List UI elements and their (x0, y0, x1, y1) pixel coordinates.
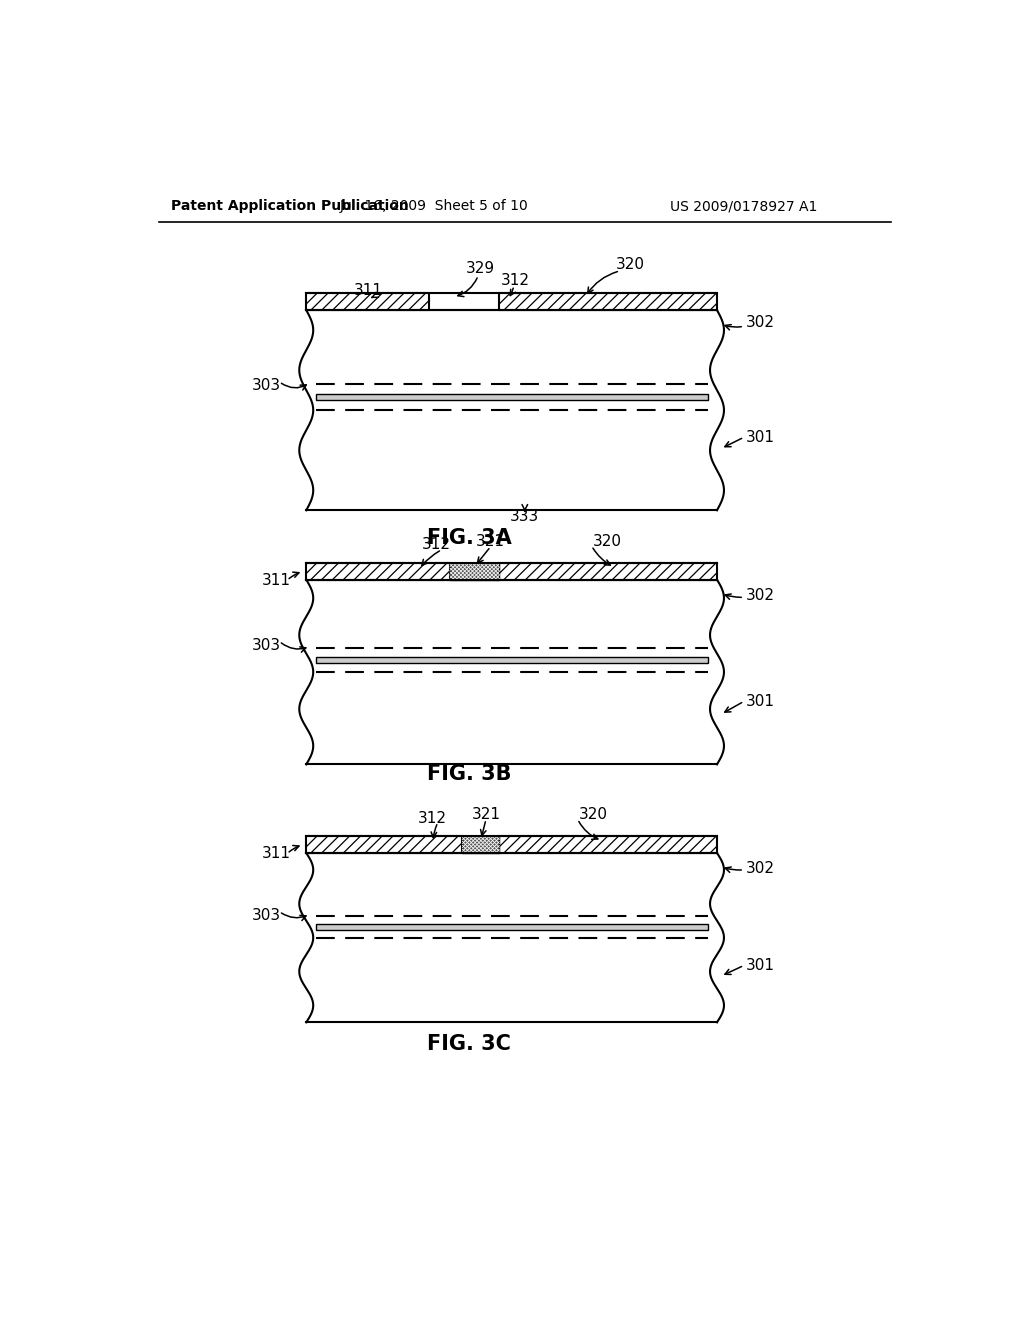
Bar (315, 657, 708, 663)
Bar (315, 924, 708, 929)
Bar (462, 836, 500, 853)
Bar (306, 293, 429, 310)
Text: 302: 302 (745, 589, 775, 603)
Bar (450, 562, 500, 579)
Text: 312: 312 (501, 272, 530, 288)
Text: 303: 303 (251, 908, 281, 923)
Text: 320: 320 (616, 257, 645, 272)
Text: 303: 303 (251, 378, 281, 393)
Bar (306, 562, 450, 579)
Bar (500, 562, 717, 579)
Text: 301: 301 (745, 958, 775, 973)
Text: 302: 302 (745, 861, 775, 876)
Text: 303: 303 (251, 638, 281, 652)
Text: 311: 311 (262, 846, 291, 861)
Bar (500, 293, 717, 310)
Text: 302: 302 (745, 315, 775, 330)
Text: FIG. 3B: FIG. 3B (427, 764, 511, 784)
Text: 321: 321 (471, 807, 501, 822)
Text: 320: 320 (579, 807, 608, 822)
Text: 312: 312 (422, 537, 451, 553)
Text: 329: 329 (466, 261, 496, 276)
Bar (315, 395, 708, 400)
Text: FIG. 3C: FIG. 3C (427, 1034, 511, 1053)
Text: FIG. 3A: FIG. 3A (427, 528, 511, 548)
Text: 311: 311 (262, 573, 291, 587)
Text: Patent Application Publication: Patent Application Publication (171, 199, 409, 213)
Text: US 2009/0178927 A1: US 2009/0178927 A1 (671, 199, 818, 213)
Text: 320: 320 (593, 533, 622, 549)
Text: 311: 311 (353, 284, 383, 298)
Text: 301: 301 (745, 429, 775, 445)
Text: Jul. 16, 2009  Sheet 5 of 10: Jul. 16, 2009 Sheet 5 of 10 (340, 199, 528, 213)
Text: 301: 301 (745, 694, 775, 709)
Bar (306, 836, 462, 853)
Text: 312: 312 (418, 810, 447, 826)
Text: 321: 321 (476, 533, 505, 549)
Text: 333: 333 (510, 510, 540, 524)
Bar (500, 836, 717, 853)
